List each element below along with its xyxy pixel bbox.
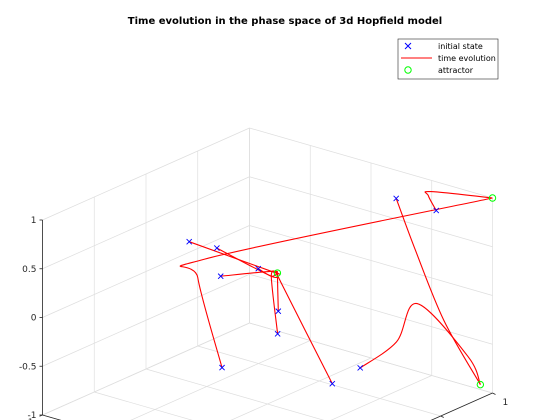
trajectory-line: [424, 190, 493, 211]
grid-line: [42, 225, 250, 318]
trajectory-line: [270, 270, 279, 334]
attractor-marker: [488, 194, 497, 202]
legend-entry-attractor: attractor: [404, 66, 474, 75]
grid-line: [42, 176, 250, 270]
trajectories-layer: [179, 190, 493, 385]
chart-title: Time evolution in the phase space of 3d …: [128, 16, 442, 27]
grid-line: [249, 322, 493, 394]
tick-labels: -1-1-1-0.5-0.5-0.50000.50.50.5111: [19, 216, 508, 420]
markers-layer: [186, 194, 497, 389]
trajectory-line: [395, 198, 481, 385]
trajectory-line: [275, 270, 333, 384]
legend-circle-marker: [404, 66, 412, 74]
legend-box: [397, 38, 499, 80]
grid-line: [249, 176, 493, 248]
y-tick-label: 1: [503, 398, 509, 408]
z-tick-label: 0.5: [22, 265, 36, 275]
grid-line: [230, 357, 372, 420]
z-tick-label: -0.5: [19, 362, 37, 372]
initial-state-marker: [186, 238, 193, 245]
attractor-marker: [273, 269, 282, 277]
initial-state-marker: [433, 207, 440, 214]
trajectory-line: [359, 303, 481, 385]
grid-line: [330, 375, 432, 420]
legend-label-time-evolution: time evolution: [438, 54, 496, 63]
axes-layer: [39, 219, 496, 420]
initial-state-marker: [275, 308, 282, 315]
grid-line: [130, 340, 311, 420]
grid-layer: [42, 127, 493, 420]
z-tick-label: 1: [31, 216, 37, 226]
legend-entry-time-evolution: time evolution: [401, 54, 496, 63]
y-tick-mark: [492, 392, 496, 395]
initial-state-marker: [213, 245, 220, 251]
y-tick-mark: [440, 415, 444, 418]
grid-line: [249, 127, 493, 199]
legend-label-initial-state: initial state: [438, 42, 483, 51]
legend-x-marker: [404, 42, 412, 50]
initial-state-marker: [393, 195, 400, 202]
grid-line: [197, 345, 441, 417]
initial-state-marker: [329, 380, 336, 387]
trajectory-line: [276, 273, 279, 312]
z-tick-label: 0: [31, 314, 37, 324]
grid-line: [249, 225, 493, 296]
legend-entry-initial-state: initial state: [404, 42, 483, 51]
initial-state-marker: [274, 330, 281, 337]
y-axis-line: [430, 392, 493, 420]
legend-label-attractor: attractor: [438, 66, 474, 75]
trajectory-line: [179, 197, 493, 368]
x-axis-line: [42, 414, 62, 420]
initial-state-marker: [357, 364, 364, 371]
initial-state-marker: [217, 273, 224, 280]
grid-line: [145, 368, 325, 420]
x-tick-label: -1: [25, 418, 34, 420]
legend: initial state time evolution attractor: [397, 38, 499, 80]
grid-line: [42, 127, 250, 221]
grid-line: [42, 414, 62, 420]
initial-state-marker: [255, 265, 262, 272]
grid-line: [94, 391, 193, 420]
attractor-marker: [476, 380, 485, 389]
initial-state-marker: [219, 364, 225, 371]
z-tick-label: -1: [28, 411, 37, 420]
